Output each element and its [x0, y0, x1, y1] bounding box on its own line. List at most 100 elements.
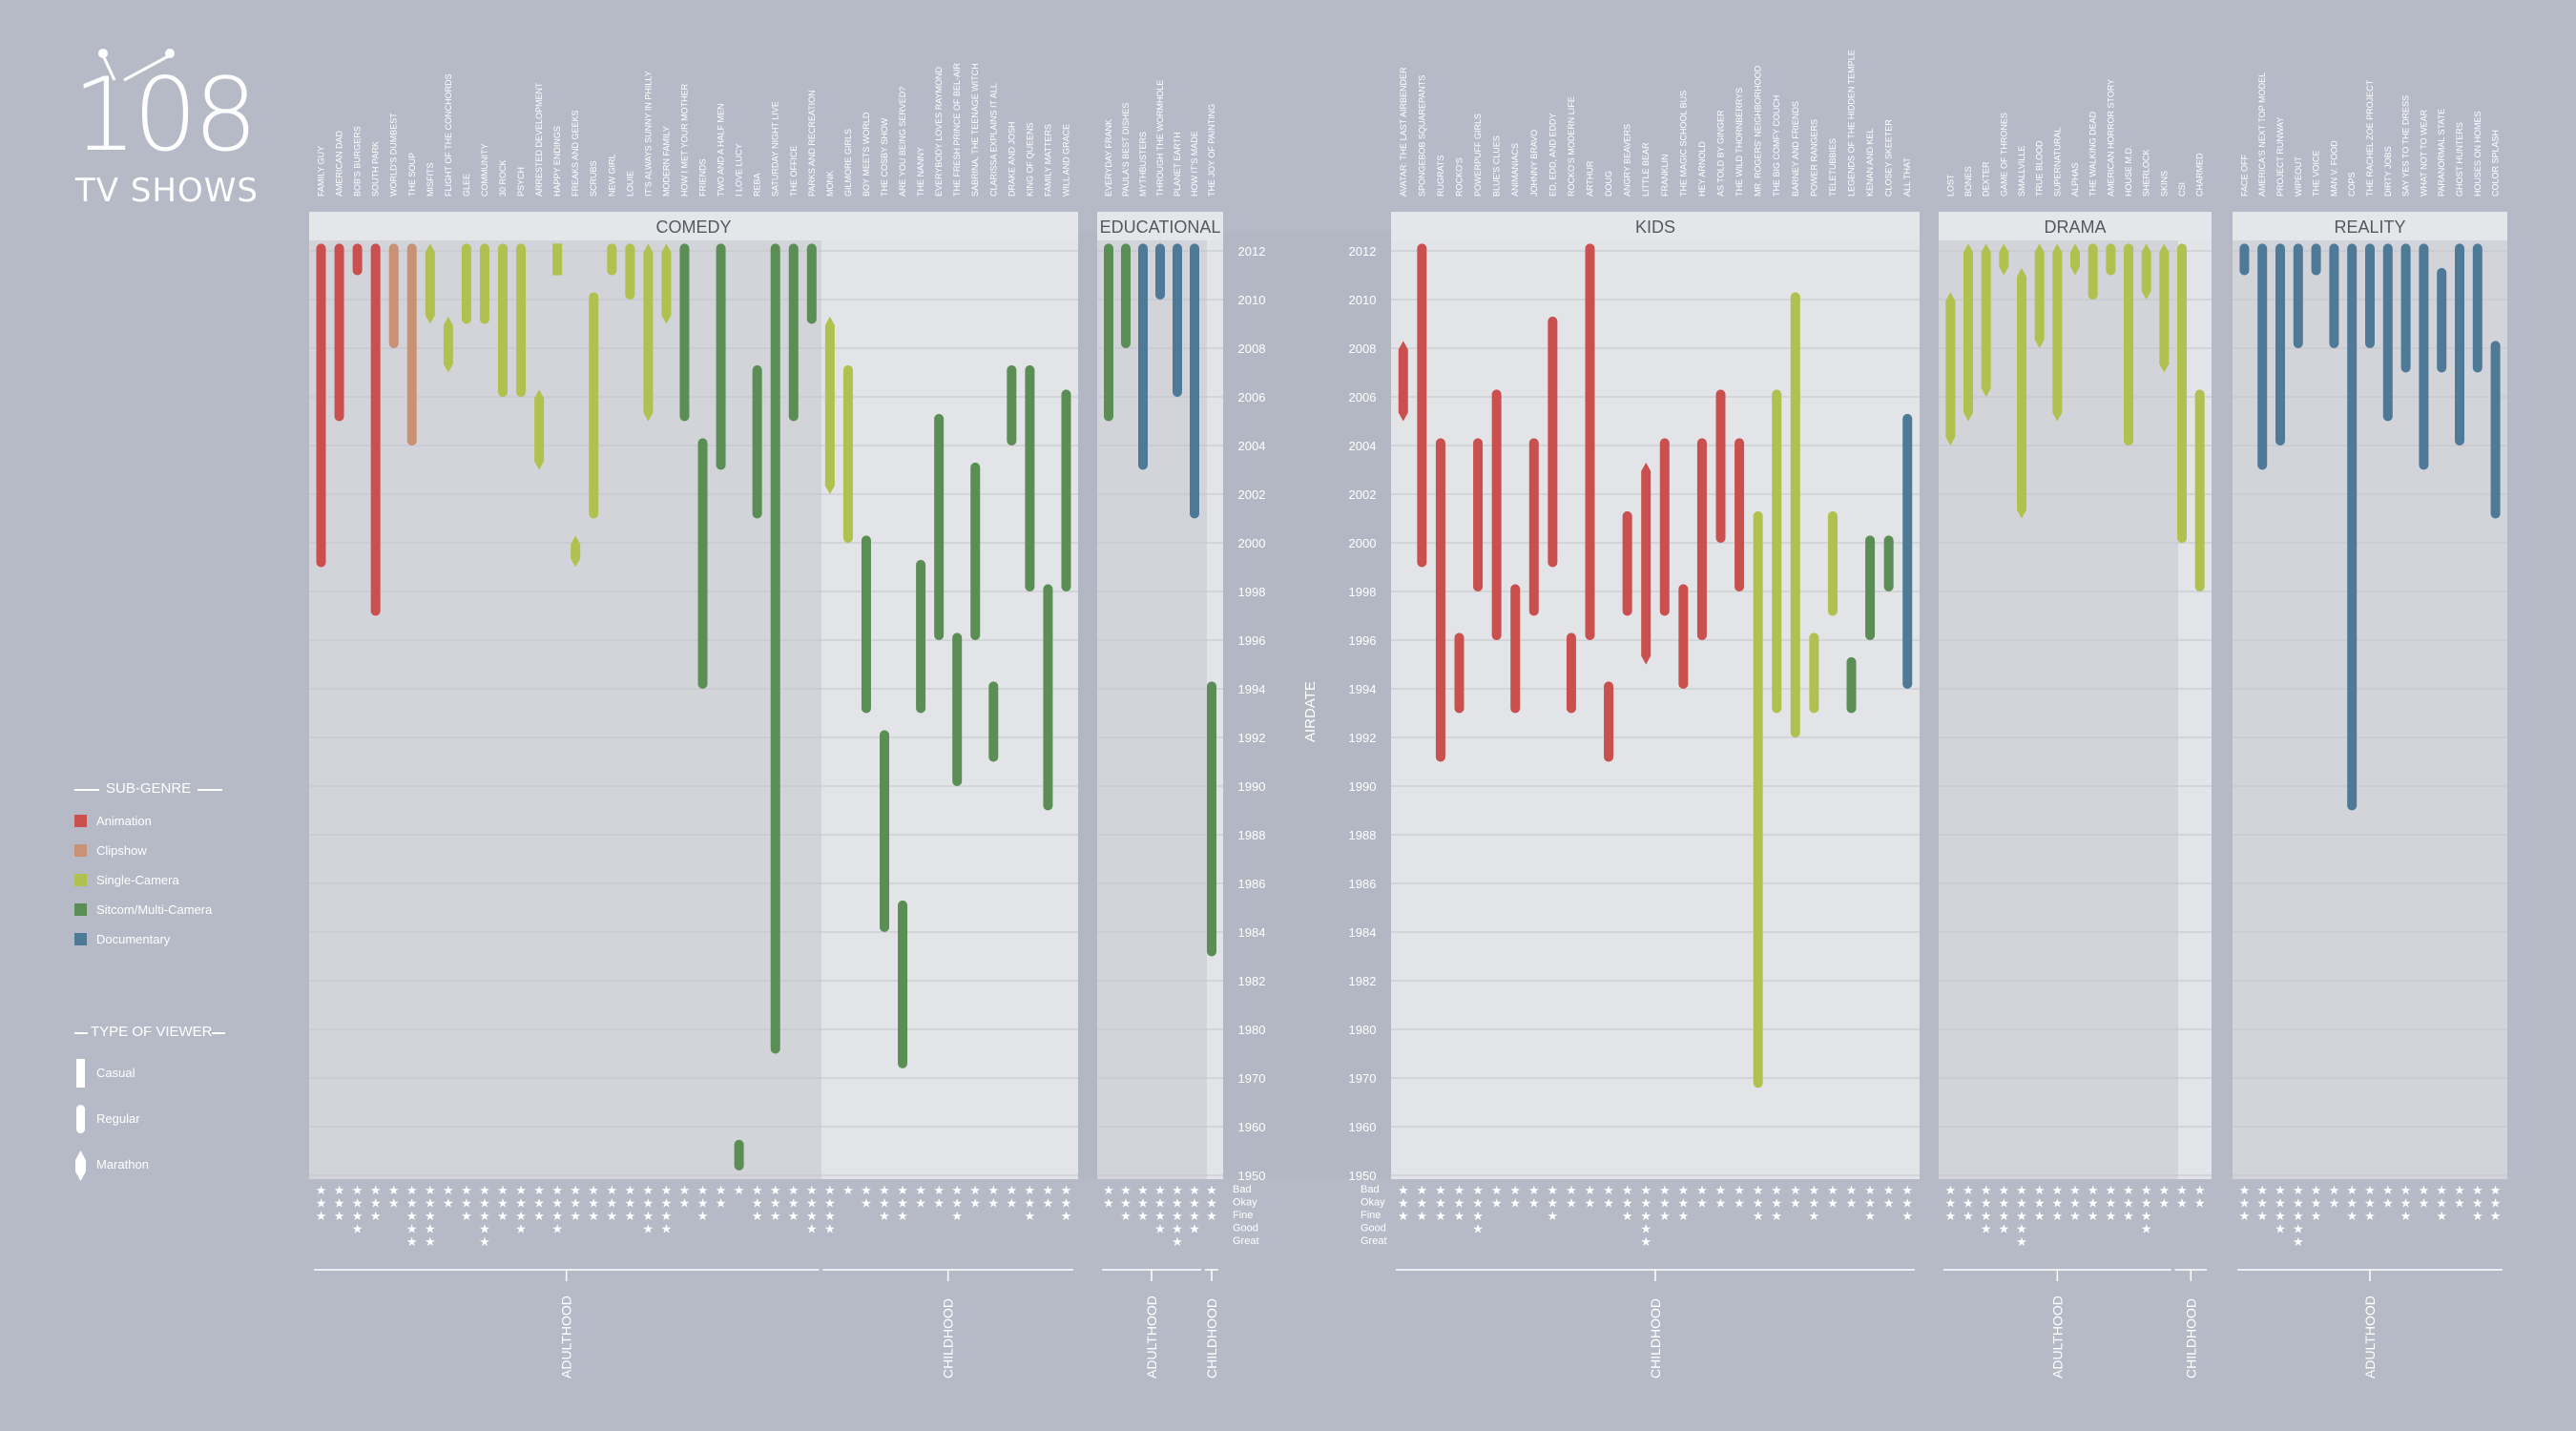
rating-star: ★ [1548, 1197, 1559, 1212]
rating-star: ★ [1603, 1197, 1614, 1212]
show-label: PROJECT RUNWAY [2275, 117, 2285, 197]
show-label: FREAKS AND GEEKS [571, 110, 580, 197]
rating-star: ★ [1945, 1210, 1957, 1224]
show-label: PARANORMAL STATE [2437, 109, 2446, 197]
show-label: AMERICAN HORROR STORY [2106, 79, 2115, 197]
rating-star: ★ [1398, 1184, 1409, 1198]
show-bar [1846, 656, 1857, 714]
y-tick-label: 1980 [1349, 1023, 1377, 1037]
panel-header-educational [1097, 212, 1223, 240]
rating-star: ★ [716, 1184, 727, 1198]
show-bar [479, 243, 489, 324]
show-label: 30 ROCK [498, 159, 508, 197]
rating-star: ★ [1864, 1184, 1876, 1198]
rating-star: ★ [842, 1184, 854, 1198]
show-bar [1510, 584, 1521, 714]
show-bar [1190, 243, 1199, 519]
rating-star: ★ [1846, 1184, 1858, 1198]
rating-star: ★ [1398, 1197, 1409, 1212]
show-bar [1138, 243, 1148, 470]
rating-star: ★ [2382, 1184, 2394, 1198]
rating-star: ★ [1753, 1184, 1764, 1198]
y-tick-label: 2000 [1238, 536, 1266, 550]
rating-star: ★ [551, 1210, 563, 1224]
show-bar [1659, 438, 1670, 616]
group-label: CHILDHOOD [2183, 1298, 2198, 1379]
show-label: TRUE BLOOD [2035, 140, 2045, 197]
y-axis-title: AIRDATE [1302, 681, 1319, 742]
rating-star: ★ [479, 1197, 490, 1212]
y-tick-label: 1988 [1238, 828, 1266, 842]
show-bar [1809, 633, 1819, 714]
rating-star: ★ [1864, 1197, 1876, 1212]
show-label: SPONGEBOB SQUAREPANTS [1417, 75, 1426, 197]
rating-star: ★ [1154, 1197, 1166, 1212]
show-label: THE VOICE [2312, 150, 2321, 197]
show-label: THE BIG COMFY COUCH [1772, 95, 1781, 197]
rating-star: ★ [1603, 1184, 1614, 1198]
show-bar [2382, 243, 2393, 422]
rating-star: ★ [1189, 1197, 1200, 1212]
show-label: SATURDAY NIGHT LIVE [771, 101, 780, 197]
rating-star: ★ [2346, 1184, 2358, 1198]
show-bar [1173, 243, 1182, 397]
show-bar [571, 535, 581, 568]
panel-comedy-child [821, 232, 1078, 1179]
rating-star: ★ [679, 1197, 691, 1212]
rating-star: ★ [951, 1197, 963, 1212]
panel-reality [2233, 232, 2507, 1179]
legend-viewer-title: TYPE OF VIEWER [91, 1024, 213, 1040]
rating-star: ★ [1945, 1184, 1957, 1198]
show-label: LEGENDS OF THE HIDDEN TEMPLE [1847, 50, 1857, 197]
show-label: THE MAGIC SCHOOL BUS [1678, 91, 1688, 197]
rating-star: ★ [334, 1210, 345, 1224]
show-label: THE COSBY SHOW [880, 117, 889, 197]
rating-star: ★ [2256, 1210, 2268, 1224]
rating-star: ★ [824, 1223, 836, 1237]
rating-star: ★ [1999, 1197, 2010, 1212]
show-label: JOHNNY BRAVO [1529, 130, 1539, 197]
show-bar [352, 243, 363, 276]
rating-star: ★ [1901, 1197, 1913, 1212]
rating-star: ★ [879, 1210, 890, 1224]
show-label: DIRTY JOBS [2383, 146, 2393, 197]
rating-star: ★ [2275, 1197, 2286, 1212]
show-label: WIPEOUT [2294, 156, 2303, 197]
show-bar [1548, 316, 1558, 568]
rating-star: ★ [334, 1184, 345, 1198]
rating-star: ★ [1509, 1197, 1521, 1212]
rating-star: ★ [2016, 1210, 2027, 1224]
show-bar [716, 243, 726, 470]
rating-star: ★ [661, 1210, 673, 1224]
rating-star: ★ [2159, 1184, 2171, 1198]
rating-star: ★ [2454, 1184, 2465, 1198]
rating-star: ★ [461, 1184, 472, 1198]
show-bar [443, 316, 453, 373]
show-label: HEY ARNOLD [1697, 141, 1707, 197]
rating-star: ★ [1659, 1210, 1671, 1224]
rating-star: ★ [2123, 1210, 2134, 1224]
legend-swatch-single-camera [74, 874, 87, 886]
rating-star: ★ [515, 1210, 527, 1224]
show-bar [1753, 510, 1763, 1089]
panel-kids [1391, 232, 1920, 1179]
show-bar [861, 535, 871, 714]
rating-star: ★ [1963, 1184, 1974, 1198]
rating-star: ★ [1696, 1184, 1708, 1198]
y-tick-label: 1990 [1238, 779, 1266, 794]
rating-star: ★ [2256, 1184, 2268, 1198]
rating-star: ★ [1454, 1197, 1465, 1212]
rating-star: ★ [1454, 1184, 1465, 1198]
rating-star: ★ [951, 1184, 963, 1198]
show-bar [1155, 243, 1165, 300]
show-label: POWER RANGERS [1809, 119, 1818, 197]
rating-star: ★ [1901, 1210, 1913, 1224]
rating-star: ★ [661, 1223, 673, 1237]
y-tick-label: 1982 [1349, 974, 1377, 988]
show-bar [1963, 243, 1973, 422]
rating-star: ★ [1734, 1184, 1745, 1198]
rating-star: ★ [752, 1197, 763, 1212]
show-label: FAMILY GUY [317, 146, 326, 197]
rating-star: ★ [1981, 1210, 1992, 1224]
rating-star: ★ [2239, 1210, 2251, 1224]
